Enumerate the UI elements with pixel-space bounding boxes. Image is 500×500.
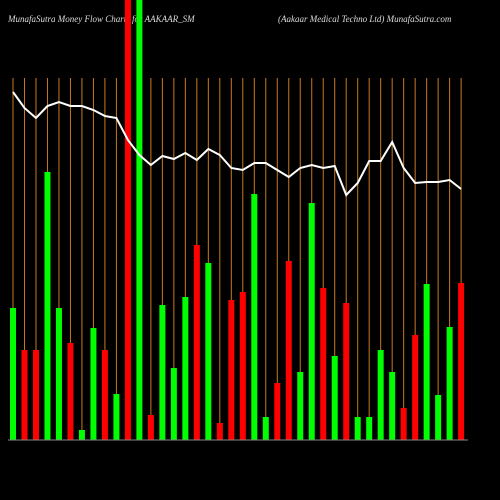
bar (412, 335, 419, 440)
chart-title: MunafaSutra Money Flow Charts for AAKAAR… (7, 14, 195, 24)
bar (10, 308, 16, 440)
bar (377, 350, 384, 440)
bar (147, 415, 154, 440)
bar (124, 0, 131, 440)
bar (423, 284, 430, 440)
bar (113, 394, 120, 440)
bar (55, 308, 62, 440)
bar (331, 356, 338, 440)
bar (366, 417, 373, 440)
bar (297, 372, 304, 440)
bar (343, 303, 350, 440)
bar (67, 343, 74, 440)
bar (182, 297, 189, 440)
bar (354, 417, 361, 440)
bar (274, 383, 281, 440)
bar (193, 245, 200, 440)
bar (159, 305, 166, 440)
bar (435, 395, 442, 440)
bar (228, 300, 235, 440)
bar (400, 408, 407, 440)
bar (136, 0, 143, 440)
bar (216, 423, 223, 440)
chart-subtitle: (Aakaar Medical Techno Ltd) MunafaSutra.… (278, 14, 452, 24)
bar (101, 350, 108, 440)
bar (285, 261, 292, 440)
bar (389, 372, 396, 440)
bar (21, 350, 28, 440)
bar (251, 194, 258, 440)
bar (78, 430, 85, 440)
mfi-line (12, 91, 462, 197)
bar (239, 292, 246, 440)
bar (320, 288, 327, 440)
bar (308, 203, 315, 440)
bar (44, 172, 51, 440)
bar (170, 368, 177, 440)
bar (262, 417, 269, 440)
bar (458, 283, 465, 440)
bar (446, 327, 453, 440)
bar (32, 350, 39, 440)
bar (205, 263, 212, 440)
bar (90, 328, 97, 440)
